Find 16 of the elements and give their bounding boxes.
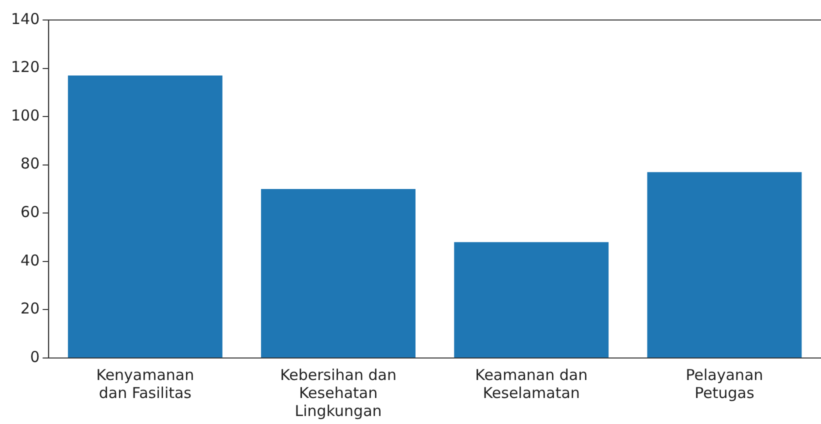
bar xyxy=(647,172,802,358)
bar xyxy=(261,189,416,358)
y-tick-label: 140 xyxy=(10,10,40,28)
bar xyxy=(454,242,609,358)
y-tick-label: 40 xyxy=(20,251,40,270)
x-tick-label: Keamanan dan Keselamatan xyxy=(475,366,588,402)
y-tick-label: 0 xyxy=(30,348,40,366)
y-tick-label: 60 xyxy=(20,203,40,222)
y-tick-label: 100 xyxy=(10,106,40,124)
bar xyxy=(68,76,222,358)
y-tick-label: 20 xyxy=(20,300,40,318)
x-tick-label: Pelayanan Petugas xyxy=(686,366,764,402)
x-tick-label: Kebersihan dan Kesehatan Lingkungan xyxy=(280,366,396,420)
y-tick-label: 80 xyxy=(20,154,40,173)
x-tick-label: Kenyamanan dan Fasilitas xyxy=(96,366,194,402)
y-tick-label: 120 xyxy=(10,58,40,76)
